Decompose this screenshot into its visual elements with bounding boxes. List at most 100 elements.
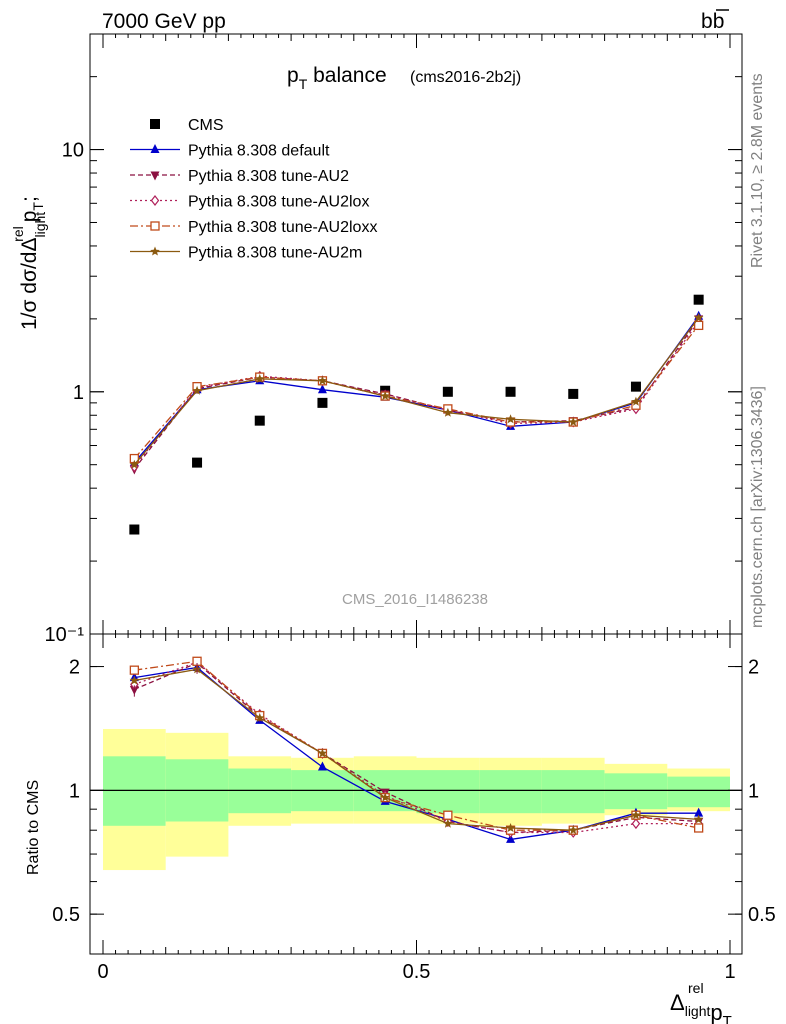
series-line-au2loxx: [133, 324, 700, 460]
series-au2lox: [130, 316, 703, 473]
series-default: [129, 310, 704, 467]
series-cms: [129, 294, 704, 535]
data-point-au2m: [631, 396, 641, 406]
data-point-cms: [505, 386, 516, 397]
uncertainty-band-inner: [541, 770, 605, 814]
data-point-au2m: [568, 825, 578, 835]
data-point-au2loxx: [129, 665, 140, 675]
analysis-watermark: CMS_2016_I1486238: [342, 591, 488, 608]
y-tick-label-right: 0.5: [748, 904, 776, 926]
data-point-au2m: [631, 810, 641, 820]
data-point-au2m: [505, 414, 516, 424]
data-point-au2m: [505, 823, 516, 832]
data-point-default: [317, 384, 327, 394]
data-point-au2lox: [631, 818, 641, 830]
legend-marker: [150, 144, 160, 153]
series-line-au2lox: [134, 661, 699, 834]
legend-marker: [150, 119, 160, 129]
svg-text:ΔlightpT: ΔlightpT: [670, 990, 732, 1024]
uncertainty-band-inner: [103, 756, 166, 826]
plot-subtitle: (cms2016-2b2j): [410, 69, 521, 86]
header-process-label: bb: [701, 10, 724, 33]
uncertainty-band-inner: [604, 773, 668, 810]
data-point-au2m: [568, 417, 578, 427]
y-tick-label: 10⁻¹: [45, 624, 85, 646]
series-line-default: [133, 315, 700, 464]
data-point-au2m: [129, 459, 140, 469]
data-point-au2loxx: [694, 823, 704, 833]
legend-label: Pythia 8.308 tune-AU2: [188, 168, 349, 185]
data-point-cms: [630, 381, 641, 392]
x-tick-label: 0.5: [403, 961, 431, 983]
y-tick-label: 1: [69, 780, 80, 802]
data-point-au2m: [317, 375, 328, 385]
data-point-au2m: [380, 792, 390, 802]
legend-marker: [150, 246, 160, 256]
svg-text:rel: rel: [688, 980, 704, 996]
series-line-au2m: [134, 668, 699, 831]
legend-label: Pythia 8.308 tune-AU2m: [188, 245, 362, 262]
data-point-au2m: [443, 407, 453, 417]
data-point-au2m: [255, 373, 265, 383]
data-point-au2m: [192, 385, 202, 395]
legend-item-au2lox: Pythia 8.308 tune-AU2lox: [130, 194, 369, 211]
series-line-au2m: [133, 317, 700, 466]
rivet-version-label: Rivet 3.1.10, ≥ 2.8M events: [749, 73, 766, 268]
data-point-cms: [254, 415, 265, 426]
y-axis-label-top: 1/σ dσ/dΔlightrelpT;: [10, 196, 48, 330]
series-au2loxx: [129, 320, 704, 464]
legend-marker: [150, 221, 160, 231]
data-point-au2m: [129, 675, 140, 685]
mcplots-label: mcplots.cern.ch [arXiv:1306.3436]: [749, 386, 766, 628]
uncertainty-band-inner: [416, 770, 480, 814]
data-point-cms: [317, 397, 328, 408]
legend-item-cms: CMS: [150, 117, 224, 134]
data-point-au2m: [317, 748, 328, 758]
y-tick-label-right: 1: [748, 780, 759, 802]
x-axis-label: ΔlightpT rel: [670, 980, 732, 1024]
legend-item-au2m: Pythia 8.308 tune-AU2m: [130, 245, 362, 262]
data-point-au2loxx: [443, 810, 453, 820]
data-point-cms: [693, 294, 704, 305]
legend-label: CMS: [188, 117, 224, 134]
x-tick-label: 1: [724, 961, 735, 983]
y-tick-label: 2: [69, 657, 80, 679]
data-point-cms: [129, 524, 140, 535]
series-line-au2: [134, 662, 699, 834]
svg-text:1/σ dσ/dΔlightrelpT;: 1/σ dσ/dΔlightrelpT;: [10, 196, 48, 330]
data-point-default: [317, 761, 327, 771]
legend-label: Pythia 8.308 tune-AU2loxx: [188, 219, 377, 236]
data-point-default: [506, 833, 516, 843]
data-point-cms: [192, 457, 203, 468]
y-axis-label-bottom: Ratio to CMS: [25, 780, 42, 875]
data-point-au2loxx: [694, 320, 704, 331]
data-point-au2m: [255, 712, 265, 722]
legend-label: Pythia 8.308 default: [188, 143, 330, 160]
y-tick-label: 10: [62, 140, 84, 162]
x-tick-label: 0: [97, 961, 108, 983]
y-tick-label: 0.5: [52, 904, 80, 926]
series-au2: [129, 315, 704, 475]
legend-item-default: Pythia 8.308 default: [130, 143, 330, 160]
data-point-au2m: [443, 818, 453, 828]
series-line-au2lox: [133, 321, 700, 468]
data-point-au2m: [380, 391, 390, 401]
data-point-cms: [568, 388, 579, 399]
data-point-au2m: [693, 312, 704, 322]
data-point-default: [694, 807, 704, 817]
header-energy-label: 7000 GeV pp: [102, 10, 226, 33]
data-point-cms: [442, 386, 453, 397]
data-point-au2m: [693, 814, 704, 824]
series-au2m: [129, 312, 704, 469]
uncertainty-band-inner: [479, 770, 542, 814]
uncertainty-band-inner: [667, 776, 730, 808]
series-line-au2: [133, 318, 700, 470]
legend-item-au2: Pythia 8.308 tune-AU2: [130, 168, 349, 185]
y-tick-label-right: 2: [748, 657, 759, 679]
y-tick-label: 1: [73, 382, 84, 404]
plot-title: pT balance: [287, 64, 387, 92]
legend-item-au2loxx: Pythia 8.308 tune-AU2loxx: [130, 219, 377, 236]
series-au2m: [129, 664, 704, 835]
legend-marker: [150, 195, 160, 206]
